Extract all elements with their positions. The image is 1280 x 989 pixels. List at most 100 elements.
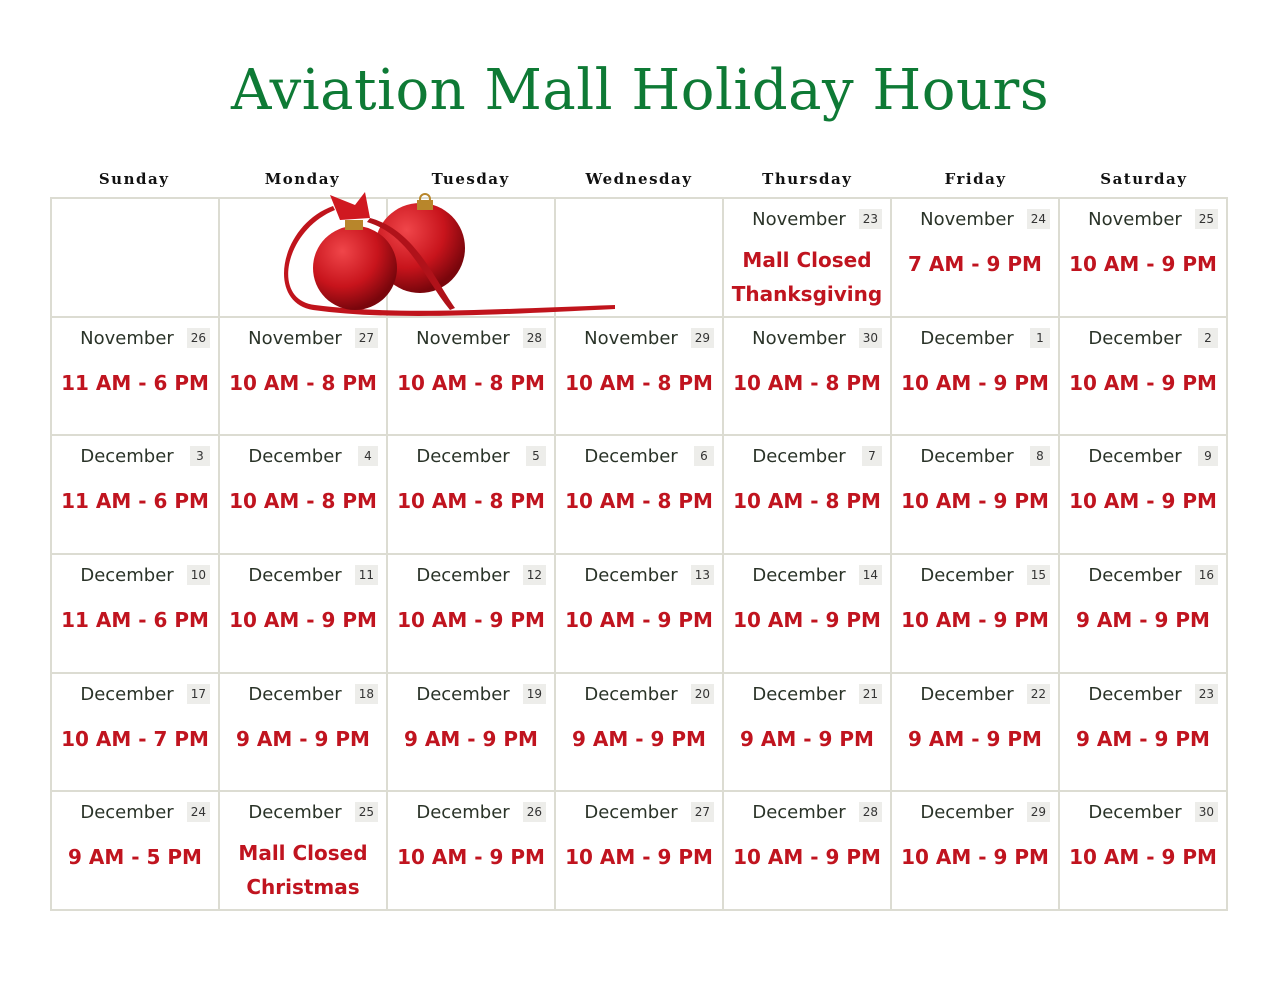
month-label: December [752,564,846,586]
month-label: December [584,802,678,824]
hours-text: 10 AM - 9 PM [892,484,1058,518]
christmas-ornaments-icon [284,192,615,317]
day-number: 30 [858,327,882,348]
month-label: November [752,327,846,349]
calendar-cell: December 10 11 AM - 6 PM [52,554,220,674]
month-label: December [416,564,510,586]
hours-text: 9 AM - 5 PM [52,840,218,874]
hours-line: 10 AM - 8 PM [733,489,881,514]
calendar-cell: November 26 11 AM - 6 PM [52,317,220,437]
day-number: 23 [858,209,882,229]
calendar-cell: December 30 10 AM - 9 PM [1060,792,1228,911]
calendar-cell: December 19 9 AM - 9 PM [388,673,556,793]
hours-text: 10 AM - 8 PM [220,366,386,400]
hours-line: Christmas [246,875,360,900]
hours-line: 7 AM - 9 PM [908,252,1042,276]
hours-line: Mall Closed [238,841,368,866]
month-label: December [80,564,174,586]
hours-line: 9 AM - 9 PM [236,726,370,751]
day-number: 13 [690,564,714,585]
month-label: December [752,683,846,705]
month-label: November [248,327,342,349]
hours-line: 9 AM - 5 PM [68,845,202,870]
day-number: 7 [862,446,882,467]
hours-text: 10 AM - 8 PM [724,366,890,400]
hours-line: 10 AM - 9 PM [901,489,1049,514]
day-number: 30 [1194,802,1218,823]
calendar-cell: November 24 7 AM - 9 PM [892,199,1060,318]
hours-line: 10 AM - 8 PM [397,489,545,514]
calendar-cell: December 9 10 AM - 9 PM [1060,436,1228,555]
weekday-saturday: Saturday [1100,170,1188,188]
hours-text: 10 AM - 9 PM [892,366,1058,400]
page-title: Aviation Mall Holiday Hours [230,58,1050,123]
month-label: December [248,683,342,705]
calendar-cell: November 30 10 AM - 8 PM [724,317,892,437]
month-label: December [416,446,510,468]
hours-text: 9 AM - 9 PM [892,722,1058,756]
calendar-cell [52,199,220,318]
month-label: December [1088,327,1182,349]
day-number: 14 [858,564,882,585]
hours-line: 10 AM - 9 PM [901,607,1049,632]
hours-line: 10 AM - 9 PM [397,845,545,870]
hours-line: 10 AM - 9 PM [901,845,1049,870]
hours-line: Thanksgiving [731,282,883,306]
day-number: 27 [354,327,378,348]
calendar-cell: November 25 10 AM - 9 PM [1060,199,1228,318]
month-label: December [1088,446,1182,468]
hours-line: 10 AM - 8 PM [733,370,881,395]
hours-text: 10 AM - 9 PM [1060,247,1226,281]
hours-line: Mall Closed [742,248,872,272]
day-number: 28 [522,327,546,348]
day-number: 11 [354,564,378,585]
month-label: December [80,802,174,824]
weekday-sunday: Sunday [98,170,170,188]
hours-line: 10 AM - 9 PM [733,607,881,632]
calendar-cell: December 8 10 AM - 9 PM [892,436,1060,555]
day-number: 17 [186,683,210,704]
hours-line: 10 AM - 8 PM [565,370,713,395]
calendar-cell: December 7 10 AM - 8 PM [724,436,892,555]
hours-text: 10 AM - 8 PM [556,484,722,518]
calendar-cell: December 4 10 AM - 8 PM [220,436,388,555]
day-number: 18 [354,683,378,704]
day-number: 23 [1194,683,1218,704]
hours-text: 9 AM - 9 PM [556,722,722,756]
hours-text: 10 AM - 9 PM [556,840,722,874]
month-label: December [1088,564,1182,586]
month-label: November [584,327,678,349]
hours-line: 9 AM - 9 PM [1076,726,1210,751]
hours-text: 10 AM - 8 PM [388,366,554,400]
hours-text: 10 AM - 8 PM [556,366,722,400]
hours-line: 10 AM - 9 PM [1069,845,1217,870]
calendar-cell: November 23 Mall Closed Thanksgiving [724,199,892,318]
hours-line: 10 AM - 8 PM [229,370,377,395]
hours-line: 10 AM - 9 PM [1069,489,1217,514]
day-number: 22 [1026,683,1050,704]
month-label: December [248,802,342,824]
month-label: December [416,802,510,824]
hours-text: 11 AM - 6 PM [52,484,218,518]
day-number: 4 [358,446,378,467]
hours-text: 11 AM - 6 PM [52,366,218,400]
calendar-cell: December 28 10 AM - 9 PM [724,792,892,911]
hours-text: 10 AM - 9 PM [1060,484,1226,518]
calendar-cell: December 16 9 AM - 9 PM [1060,554,1228,674]
calendar-cell: December 2 10 AM - 9 PM [1060,317,1228,437]
hours-text: 10 AM - 9 PM [388,603,554,637]
hours-text: 11 AM - 6 PM [52,603,218,637]
calendar-cell: December 1 10 AM - 9 PM [892,317,1060,437]
day-number: 26 [186,327,210,348]
hours-text: 10 AM - 8 PM [724,484,890,518]
day-number: 25 [1194,209,1218,229]
hours-line: 11 AM - 6 PM [61,370,209,395]
month-label: December [752,446,846,468]
month-label: December [920,683,1014,705]
month-label: November [752,209,846,230]
hours-line: 10 AM - 9 PM [229,607,377,632]
calendar-cell: December 23 9 AM - 9 PM [1060,673,1228,793]
hours-line: 10 AM - 8 PM [565,489,713,514]
calendar-cell: December 26 10 AM - 9 PM [388,792,556,911]
day-number: 8 [1030,446,1050,467]
